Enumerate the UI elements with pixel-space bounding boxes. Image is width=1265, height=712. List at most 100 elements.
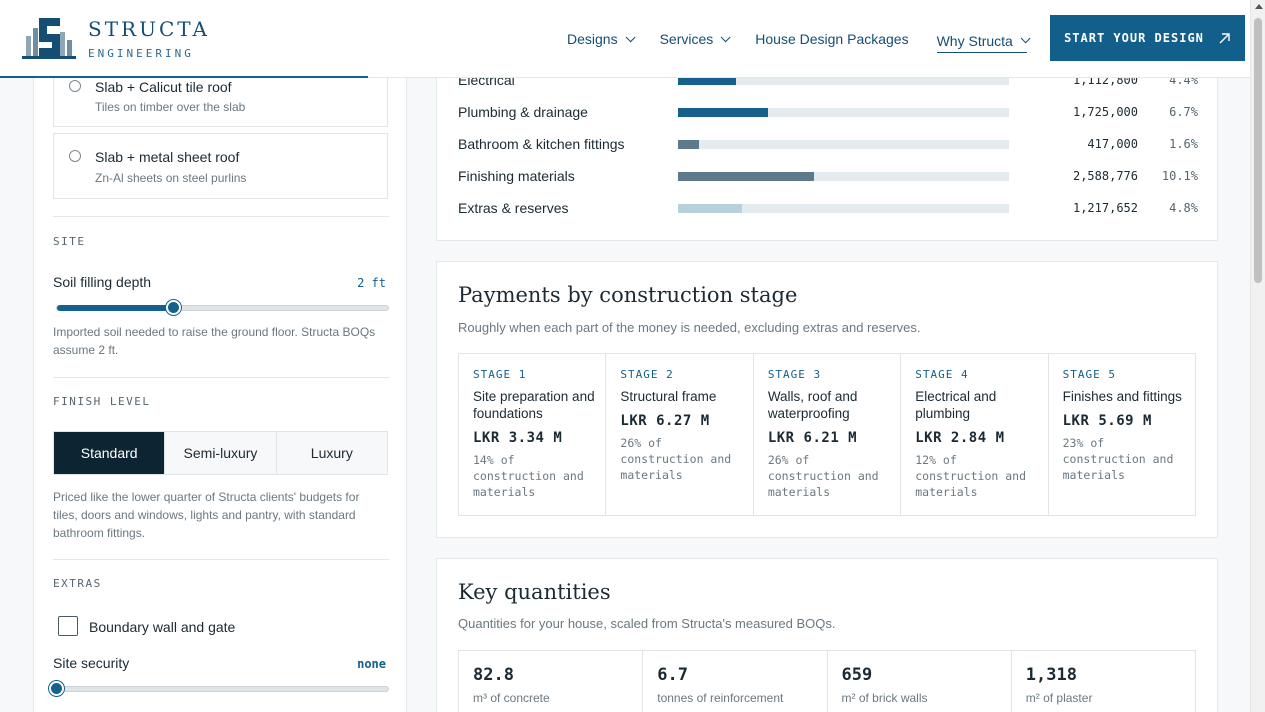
cost-row-amount: 417,000: [1087, 137, 1138, 151]
finish-semi-luxury-button[interactable]: Semi-luxury: [165, 432, 277, 474]
start-design-button[interactable]: START YOUR DESIGN: [1050, 15, 1245, 61]
cost-bar: [678, 76, 736, 85]
divider: [53, 216, 389, 217]
cost-bar-track: [678, 76, 1009, 85]
quantity-value: 659: [841, 665, 873, 685]
stage-number: STAGE 1: [473, 368, 527, 381]
soil-filling-value: 2 ft: [357, 276, 386, 290]
boundary-wall-label: Boundary wall and gate: [89, 619, 236, 635]
stage-share: 12% of construction and materials: [915, 453, 1026, 499]
quantity-unit: m³ of concrete: [473, 691, 550, 705]
cost-row-name: Finishing materials: [458, 168, 575, 184]
cost-row-pct: 10.1%: [1161, 169, 1198, 183]
cost-row-pct: 1.6%: [1169, 137, 1198, 151]
section-label-finish: FINISH LEVEL: [53, 395, 151, 408]
stage-card: STAGE 4 Electrical and plumbing LKR 2.84 M…: [901, 354, 1049, 515]
cost-bar-track: [678, 108, 1009, 117]
quantity-item: 82.8 m³ of concrete: [459, 651, 644, 712]
nav-why-label: Why Structa: [936, 32, 1013, 49]
soil-filling-slider[interactable]: [56, 305, 389, 311]
scrollbar-thumb[interactable]: [1254, 18, 1262, 283]
stage-amount: LKR 6.21 M: [767, 430, 858, 446]
payments-card: Payments by construction stage Roughly w…: [436, 261, 1218, 538]
stage-number: STAGE 2: [620, 368, 674, 381]
boundary-wall-checkbox[interactable]: [58, 616, 78, 636]
nav-designs[interactable]: Designs: [567, 29, 636, 49]
cost-row-name: Extras & reserves: [458, 200, 569, 216]
cost-row-name: Plumbing & drainage: [458, 104, 588, 120]
cost-bar: [678, 204, 743, 213]
nav-services-label: Services: [659, 31, 714, 47]
cost-row: Extras & reserves 1,217,652 4.8%: [458, 200, 1198, 220]
nav-house-design-packages[interactable]: House Design Packages: [755, 29, 908, 49]
brand-name: STRUCTA: [88, 16, 210, 41]
main-nav: Designs Services House Design Packages W…: [567, 29, 1055, 53]
site-security-slider-thumb[interactable]: [49, 681, 64, 696]
stage-card: STAGE 2 Structural frame LKR 6.27 M 26% of …: [606, 354, 754, 515]
stage-amount: LKR 3.34 M: [473, 430, 563, 446]
stage-number: STAGE 4: [915, 368, 969, 381]
soil-filling-help: Imported soil needed to raise the ground…: [53, 325, 376, 357]
stage-name: Electrical and plumbing: [915, 389, 997, 421]
quantity-item: 6.7 tonnes of reinforcement: [643, 651, 828, 712]
stage-name: Walls, roof and waterproofing: [767, 389, 858, 421]
cost-row: Plumbing & drainage 1,725,000 6.7%: [458, 104, 1198, 124]
cost-row-pct: 6.7%: [1169, 105, 1198, 119]
chevron-down-icon: [1020, 33, 1031, 44]
roof-option-title: Slab + Calicut tile roof: [95, 79, 232, 95]
quantities-title: Key quantities: [458, 580, 611, 604]
soil-filling-slider-thumb[interactable]: [165, 300, 181, 315]
roof-option-metal-sheet[interactable]: Slab + metal sheet roof Zn-Al sheets on …: [53, 133, 388, 199]
radio-button[interactable]: [69, 80, 81, 92]
stage-number: STAGE 5: [1062, 368, 1116, 381]
finish-standard-button[interactable]: Standard: [54, 432, 166, 474]
nav-services[interactable]: Services: [659, 29, 731, 49]
roof-option-desc: Zn-Al sheets on steel purlins: [95, 171, 247, 185]
cost-bar: [678, 108, 769, 117]
chevron-down-icon: [720, 31, 731, 42]
roof-option-calicut[interactable]: Slab + Calicut tile roof Tiles on timber…: [53, 78, 388, 127]
stage-amount: LKR 6.27 M: [620, 413, 710, 429]
cost-bar: [678, 172, 814, 181]
cost-row-amount: 1,725,000: [1072, 105, 1138, 119]
finish-luxury-button[interactable]: Luxury: [276, 432, 387, 474]
page-scrollbar[interactable]: [1250, 0, 1265, 712]
radio-button[interactable]: [69, 150, 81, 162]
cost-row-name: Bathroom & kitchen fittings: [458, 136, 625, 152]
quantity-item: 659 m² of brick walls: [828, 651, 1012, 712]
cost-row-pct: 4.8%: [1169, 201, 1198, 215]
stage-share: 23% of construction and materials: [1062, 436, 1174, 482]
quantity-value: 6.7: [657, 665, 688, 685]
divider: [53, 377, 389, 378]
brand-sub: ENGINEERING: [88, 46, 194, 60]
divider: [53, 559, 389, 560]
structa-logo-icon: [22, 18, 76, 59]
quantities-subtitle: Quantities for your house, scaled from S…: [458, 616, 836, 631]
stage-number: STAGE 3: [767, 368, 822, 381]
arrow-up-right-icon: [1219, 32, 1230, 43]
key-quantities-card: Key quantities Quantities for your house…: [436, 558, 1218, 712]
cost-row-amount: 2,588,776: [1072, 169, 1138, 183]
stage-card: STAGE 1 Site preparation and foundations L…: [459, 354, 607, 515]
quantity-value: 82.8: [473, 665, 514, 685]
quantity-unit: m² of plaster: [1025, 691, 1093, 705]
section-label-site: SITE: [53, 235, 86, 248]
payments-subtitle: Roughly when each part of the money is n…: [458, 320, 921, 335]
payments-title: Payments by construction stage: [458, 283, 798, 307]
chevron-down-icon: [625, 31, 636, 42]
stage-name: Structural frame: [620, 389, 717, 404]
cost-row-amount: 1,217,652: [1072, 201, 1138, 215]
scroll-up-icon[interactable]: [1255, 4, 1263, 9]
roof-option-title: Slab + metal sheet roof: [95, 149, 240, 165]
nav-packages-label: House Design Packages: [755, 31, 909, 47]
quantity-unit: m² of brick walls: [841, 691, 928, 705]
section-label-extras: EXTRAS: [53, 577, 102, 590]
stage-name: Finishes and fittings: [1062, 389, 1182, 404]
nav-why-structa[interactable]: Why Structa: [936, 29, 1031, 53]
estimator-sidebar: Slab + Calicut tile roof Tiles on timber…: [33, 78, 407, 712]
brand-logo[interactable]: STRUCTA ENGINEERING: [20, 14, 210, 62]
stage-share: 26% of construction and materials: [767, 453, 879, 499]
site-security-slider[interactable]: [56, 686, 389, 692]
roof-option-desc: Tiles on timber over the slab: [95, 100, 246, 114]
cost-bar-track: [678, 140, 1009, 149]
